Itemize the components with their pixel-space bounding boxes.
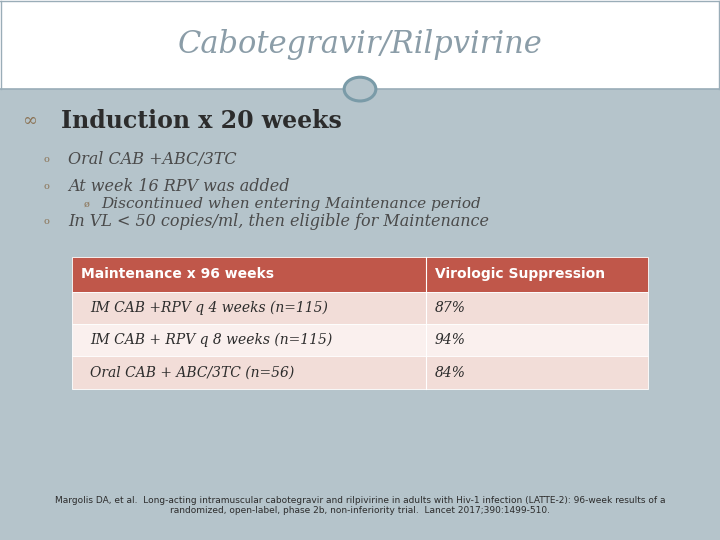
FancyBboxPatch shape: [0, 0, 720, 89]
Text: o: o: [44, 155, 50, 164]
Text: ø: ø: [84, 200, 89, 208]
Circle shape: [344, 77, 376, 101]
Text: 87%: 87%: [435, 301, 466, 315]
Text: ∞: ∞: [22, 112, 37, 131]
FancyBboxPatch shape: [72, 324, 648, 356]
FancyBboxPatch shape: [72, 356, 648, 389]
Text: At week 16 RPV was added: At week 16 RPV was added: [68, 178, 290, 195]
FancyBboxPatch shape: [72, 292, 648, 324]
Text: 84%: 84%: [435, 366, 466, 380]
FancyBboxPatch shape: [72, 256, 648, 292]
Text: Oral CAB +ABC/3TC: Oral CAB +ABC/3TC: [68, 151, 237, 168]
Text: IM CAB + RPV q 8 weeks (n=115): IM CAB + RPV q 8 weeks (n=115): [90, 333, 332, 347]
Text: Cabotegravir/Rilpvirine: Cabotegravir/Rilpvirine: [178, 29, 542, 60]
Text: Maintenance x 96 weeks: Maintenance x 96 weeks: [81, 267, 274, 281]
Text: IM CAB +RPV q 4 weeks (n=115): IM CAB +RPV q 4 weeks (n=115): [90, 301, 328, 315]
Text: o: o: [44, 217, 50, 226]
Text: randomized, open-label, phase 2b, non-inferiority trial.  Lancet 2017;390:1499-5: randomized, open-label, phase 2b, non-in…: [170, 506, 550, 515]
Text: Margolis DA, et al.  Long-acting intramuscular cabotegravir and rilpivirine in a: Margolis DA, et al. Long-acting intramus…: [55, 496, 665, 505]
Text: Oral CAB + ABC/3TC (n=56): Oral CAB + ABC/3TC (n=56): [90, 366, 294, 380]
Text: o: o: [44, 182, 50, 191]
Text: Induction x 20 weeks: Induction x 20 weeks: [61, 110, 342, 133]
Text: Discontinued when entering Maintenance period: Discontinued when entering Maintenance p…: [101, 197, 480, 211]
Text: 94%: 94%: [435, 333, 466, 347]
Text: In VL < 50 copies/ml, then eligible for Maintenance: In VL < 50 copies/ml, then eligible for …: [68, 213, 490, 230]
Text: Virologic Suppression: Virologic Suppression: [435, 267, 605, 281]
